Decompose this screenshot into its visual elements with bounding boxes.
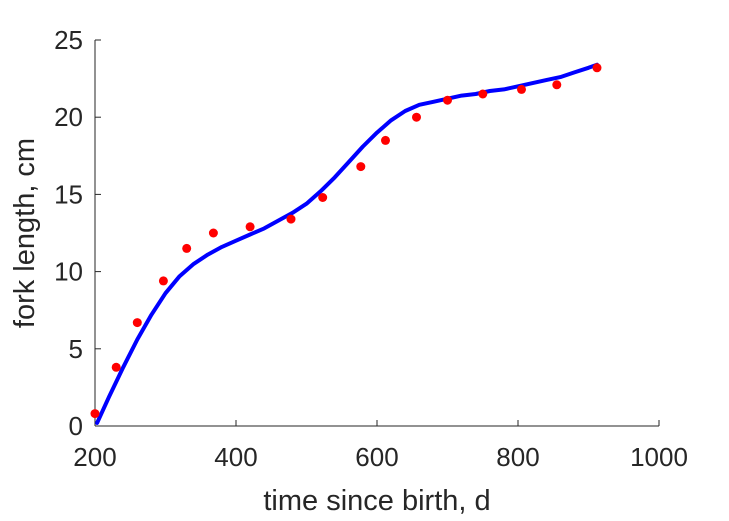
- data-point: [286, 214, 296, 224]
- x-tick-label: 1000: [630, 442, 688, 472]
- data-point: [318, 193, 328, 202]
- fit-curve: [95, 62, 599, 425]
- x-axis-label: time since birth, d: [263, 485, 490, 517]
- data-point: [592, 63, 602, 73]
- y-tick-label: 5: [69, 334, 83, 364]
- x-tick-label: 600: [355, 442, 398, 472]
- data-point: [158, 276, 168, 286]
- data-point: [245, 222, 255, 232]
- fit-curve-layer: [95, 62, 599, 425]
- y-tick-label: 20: [54, 102, 83, 132]
- x-tick-label: 400: [214, 442, 257, 472]
- data-points-layer: [90, 63, 602, 419]
- data-point: [443, 95, 452, 105]
- data-point: [90, 409, 100, 419]
- data-point: [517, 84, 526, 94]
- x-tick-label: 800: [496, 442, 539, 472]
- data-point: [356, 162, 366, 172]
- x-tick-label: 200: [73, 442, 116, 472]
- y-axis-label: fork length, cm: [9, 138, 41, 328]
- y-tick-label: 10: [54, 257, 83, 287]
- data-point: [381, 135, 390, 145]
- data-point: [552, 80, 562, 90]
- data-point: [478, 89, 488, 99]
- data-point: [182, 243, 192, 253]
- y-tick-label: 15: [54, 179, 83, 209]
- y-tick-label: 25: [54, 25, 83, 55]
- ticks-layer: 200 400 600 800 1000 0 5 10 15 20 25: [54, 25, 688, 472]
- y-tick-label: 0: [69, 411, 83, 441]
- data-point: [111, 362, 121, 372]
- data-point: [208, 228, 218, 238]
- data-point: [132, 318, 142, 328]
- data-point: [412, 112, 421, 122]
